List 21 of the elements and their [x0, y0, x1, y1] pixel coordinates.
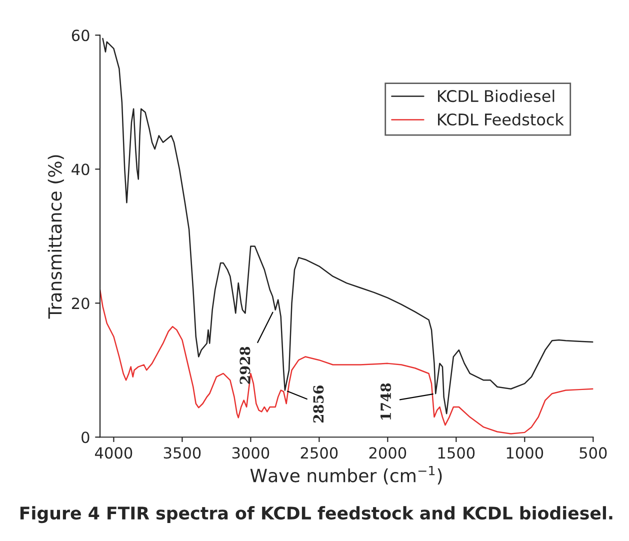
annotation: 2928: [240, 346, 250, 384]
x-tick-label: 4000: [95, 447, 132, 459]
line-series: [100, 289, 594, 434]
x-tick-label: 3500: [164, 447, 201, 459]
y-tick-label: 60: [72, 30, 90, 42]
annotation: 1748: [380, 383, 392, 420]
y-tick-label: 40: [72, 164, 90, 176]
legend-label: KCDL Biodiesel: [438, 90, 554, 102]
caption: Figure 4 FTIR spectra of KCDL feedstock and KCDL biodiesel.: [20, 506, 612, 524]
x-tick-label: 2000: [369, 447, 406, 459]
x-tick-label: 2500: [300, 447, 338, 459]
y-axis-title: Transmittance (%): [48, 155, 64, 319]
y-tick-label: 0: [82, 432, 90, 444]
x-tick-label: 500: [580, 447, 607, 459]
x-tick-label: 1500: [438, 447, 475, 459]
x-axis-title: Wave number (cm$^{−1}$): [250, 466, 442, 484]
y-tick-label: 20: [72, 298, 90, 310]
legend-label: KCDL Feedstock: [438, 113, 564, 126]
x-tick-label: 3000: [232, 447, 270, 459]
x-tick-label: 1000: [506, 447, 544, 459]
annotation: 2856: [313, 386, 324, 423]
